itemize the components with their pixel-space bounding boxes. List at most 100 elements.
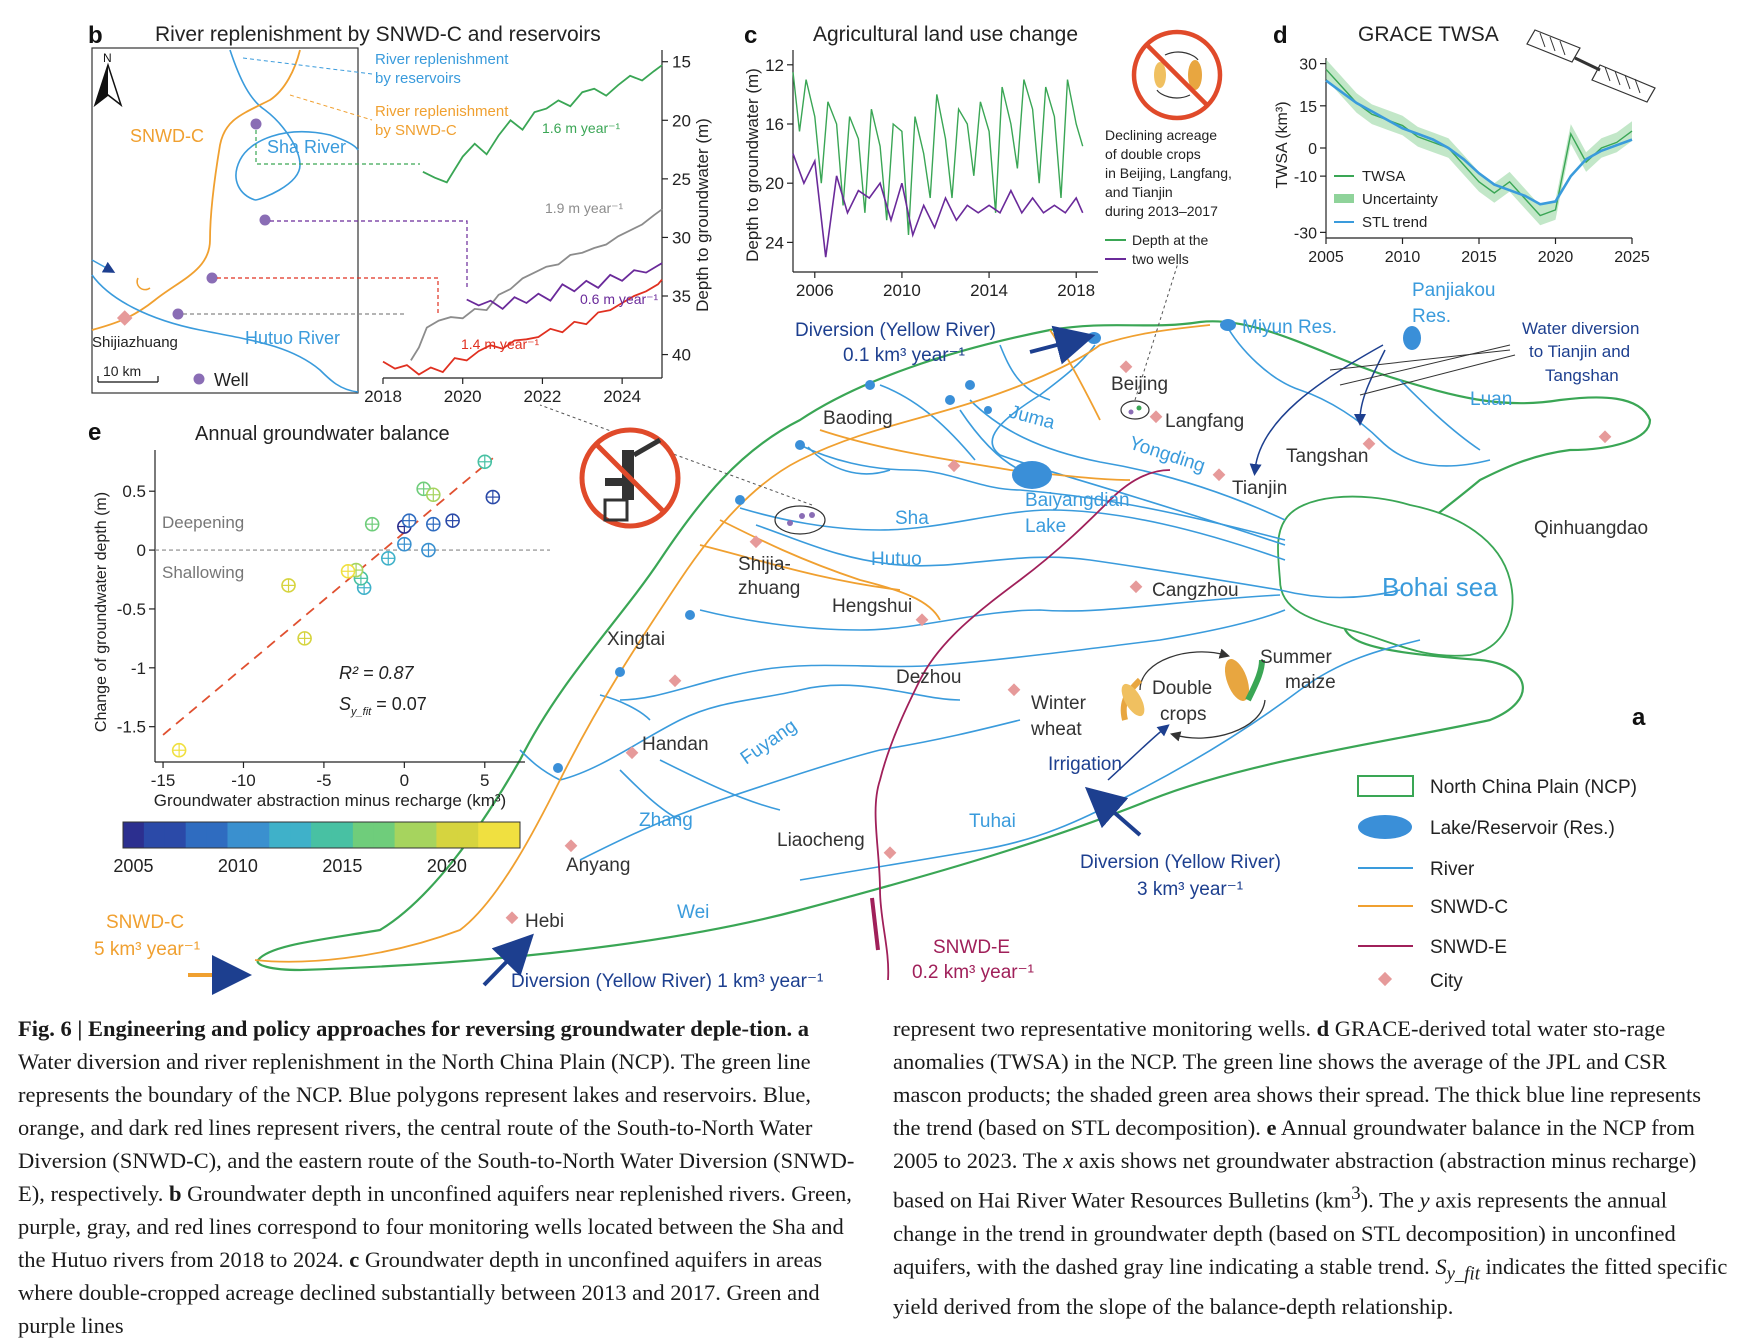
colorbar-tick-label: 2010 [218, 856, 258, 876]
no-pumping-icon [579, 427, 681, 529]
b-rate-purple: 0.6 m year⁻¹ [580, 291, 659, 307]
colorbar-cell [143, 822, 166, 848]
colorbar-tick-label: 2020 [427, 856, 467, 876]
lake-panjiakou-2: Res. [1412, 306, 1451, 327]
div-yellow-east-1: Diversion (Yellow River) [1080, 852, 1281, 873]
svg-text:Sy_fit = 0.07: Sy_fit = 0.07 [339, 694, 427, 718]
wheat-icon [1120, 677, 1145, 721]
no-double-crop-icon [1131, 29, 1223, 121]
div-tianjin-3: Tangshan [1545, 366, 1619, 385]
colorbar-cell [164, 822, 187, 848]
y-tick-label: 0.5 [122, 482, 146, 501]
city-beijing: Beijing [1111, 374, 1168, 395]
b-rate-gray: 1.9 m year⁻¹ [545, 200, 624, 216]
svg-text:SNWD-E: SNWD-E [1430, 937, 1507, 958]
city-hebi: Hebi [525, 911, 564, 932]
panel-b-label: b [88, 22, 103, 49]
svg-text:Sha River: Sha River [267, 137, 346, 157]
y-tick-label: 0 [137, 541, 146, 560]
y-tick-label: 30 [1299, 57, 1317, 74]
y-tick-label: 40 [672, 346, 691, 365]
colorbar-cell [227, 822, 249, 848]
colorbar-cell [269, 822, 291, 848]
svg-text:R² = 0.87: R² = 0.87 [339, 663, 415, 683]
x-tick-label: 2006 [796, 281, 834, 300]
svg-text:two wells: two wells [1132, 251, 1189, 267]
series-line [466, 262, 663, 311]
river-juma: Juma [1007, 402, 1058, 434]
city-xingtai: Xingtai [607, 629, 665, 650]
chart-b: 2018 2020 2022 2024 15 20 25 30 35 40 Depth to gr… [364, 50, 712, 406]
y-tick-label: 35 [672, 287, 691, 306]
y-tick-label: 0 [1308, 141, 1317, 158]
svg-text:10 km: 10 km [103, 363, 141, 379]
panel-d-title: GRACE TWSA [1358, 23, 1499, 46]
scatter-point [401, 513, 417, 528]
colorbar-cell [123, 822, 145, 848]
div-tianjin-2: to Tianjin and [1529, 342, 1630, 361]
y-tick-label: 20 [672, 111, 691, 130]
scatter-point [281, 578, 296, 593]
crop-winter-2: wheat [1030, 719, 1082, 740]
river-zhang: Zhang [639, 810, 693, 831]
crop-summer-2: maize [1285, 672, 1336, 693]
x-tick-label: 2010 [883, 281, 921, 300]
maize-icon [1224, 659, 1265, 702]
scatter-point [340, 563, 356, 579]
panel-a-legend: North China Plain (NCP) Lake/Reservoir (… [1357, 775, 1637, 992]
city-hengshui: Hengshui [832, 596, 912, 617]
svg-text:River: River [1430, 859, 1475, 880]
panel-e-label: e [88, 419, 101, 446]
scatter-point [397, 536, 412, 552]
svg-text:City: City [1430, 971, 1463, 992]
lakes [553, 319, 1421, 773]
panel-a-label: a [1632, 704, 1646, 731]
colorbar-cell [185, 822, 208, 848]
svg-text:TWSA (km³): TWSA (km³) [1274, 101, 1291, 188]
rivers [519, 322, 1491, 881]
caption-left: Fig. 6 | Engineering and policy approach… [18, 1016, 855, 1338]
sea-label: Bohai sea [1382, 572, 1498, 602]
snwd-e-route [874, 469, 1171, 981]
colorbar-cell [311, 822, 333, 848]
snwd-c-route [254, 324, 1211, 963]
x-tick-label: -10 [231, 771, 256, 790]
colorbar-cell [478, 822, 500, 848]
scatter-point [426, 516, 441, 532]
colorbar-cell [373, 822, 396, 848]
svg-text:in Beijing, Langfang,: in Beijing, Langfang, [1105, 165, 1232, 181]
series-line [410, 208, 663, 361]
figure-6: a Bohai sea Beijing Langfang Tianjin Tan… [88, 22, 1656, 995]
y-tick-label: 25 [672, 170, 691, 189]
div-tianjin-1: Water diversion [1522, 319, 1639, 338]
lake-miyun: Miyun Res. [1242, 317, 1337, 338]
snwde-inflow-1: SNWD-E [933, 937, 1010, 958]
x-tick-label: 2022 [524, 387, 562, 406]
series-line [1325, 68, 1633, 217]
city-langfang: Langfang [1165, 411, 1244, 432]
colorbar-cell [457, 822, 479, 848]
panel-a-map: a Bohai sea Beijing Langfang Tianjin Tan… [94, 29, 1652, 995]
x-tick-label: 2025 [1614, 249, 1650, 266]
city-cangzhou: Cangzhou [1152, 580, 1239, 601]
colorbar-cell [352, 822, 375, 848]
crop-summer-1: Summer [1260, 647, 1332, 668]
y-tick-label: 24 [765, 233, 784, 252]
x-tick-label: 5 [480, 771, 489, 790]
lake-baiyangdian-1: Baiyangdian [1025, 490, 1130, 511]
x-tick-label: 0 [400, 771, 409, 790]
river-sha: Sha [895, 508, 929, 529]
div-yellow-south: Diversion (Yellow River) 1 km³ year⁻¹ [511, 971, 823, 992]
y-tick-label: 16 [765, 115, 784, 134]
scatter-point [297, 631, 312, 646]
x-tick-label: -15 [151, 771, 176, 790]
b-rate-red: 1.4 m year⁻¹ [461, 336, 540, 352]
x-tick-label: -5 [316, 771, 331, 790]
svg-text:Lake/Reservoir (Res.): Lake/Reservoir (Res.) [1430, 818, 1615, 839]
panel-e-title: Annual groundwater balance [195, 423, 450, 445]
svg-text:River replenishment: River replenishment [375, 103, 509, 120]
svg-text:N: N [103, 51, 112, 65]
y-tick-label: -30 [1294, 225, 1317, 242]
y-tick-label: -1 [131, 659, 146, 678]
city-anyang: Anyang [566, 855, 630, 876]
